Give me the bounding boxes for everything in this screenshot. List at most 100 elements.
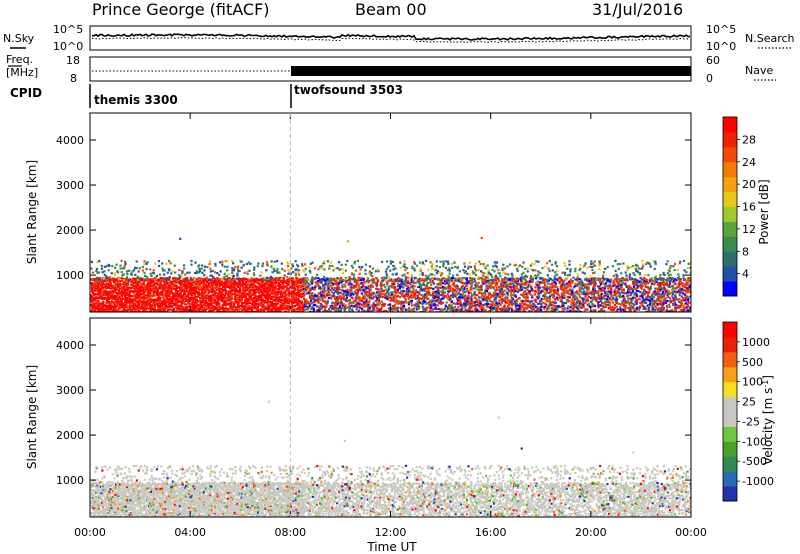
data-cell (506, 284, 509, 287)
data-cell (217, 298, 221, 301)
data-cell (336, 302, 340, 305)
data-cell (286, 304, 289, 307)
data-cell (397, 282, 400, 285)
data-cell (417, 304, 420, 307)
data-cell (410, 299, 413, 302)
data-cell (571, 309, 575, 312)
data-cell (503, 309, 507, 312)
data-cell (275, 309, 278, 312)
data-cell (488, 291, 491, 294)
data-cell (337, 284, 340, 287)
data-cell (250, 306, 254, 309)
data-cell (621, 303, 624, 306)
data-cell (386, 289, 390, 292)
data-cell (431, 299, 434, 303)
data-cell (367, 281, 370, 284)
data-cell (386, 280, 389, 283)
data-cell (419, 297, 422, 300)
data-cell (467, 308, 470, 311)
data-cell (651, 300, 654, 303)
data-cell (423, 297, 426, 300)
data-cell (554, 284, 557, 287)
data-cell (248, 284, 252, 287)
data-cell (103, 296, 106, 299)
data-cell (499, 283, 502, 286)
data-cell (207, 289, 211, 292)
data-cell (568, 285, 571, 288)
data-cell (293, 287, 296, 290)
data-cell (171, 277, 175, 280)
data-cell (199, 299, 202, 303)
data-cell (510, 302, 514, 306)
data-cell (166, 281, 169, 285)
data-cell (666, 291, 669, 294)
data-cell (663, 286, 666, 289)
data-cell (341, 288, 344, 292)
data-cell (650, 277, 653, 280)
data-cell (121, 310, 124, 312)
data-cell (172, 309, 176, 312)
data-cell (135, 304, 138, 307)
data-cell (429, 304, 433, 307)
data-cell (537, 287, 541, 291)
data-cell (440, 283, 443, 286)
data-cell (627, 294, 630, 297)
data-cell (580, 302, 583, 305)
data-cell (268, 281, 271, 284)
data-cell (281, 302, 284, 305)
data-cell (640, 287, 643, 290)
data-cell (124, 296, 127, 300)
data-cell (409, 282, 412, 285)
data-cell (418, 306, 421, 309)
data-cell (577, 292, 580, 295)
data-cell (302, 277, 305, 280)
data-cell (431, 294, 434, 297)
data-cell (203, 297, 207, 300)
data-cell (159, 281, 162, 284)
data-cell (106, 292, 110, 295)
freq-left-tick-bottom: 8 (70, 72, 77, 85)
data-cell (601, 286, 604, 289)
data-cell (634, 309, 637, 312)
data-cell (115, 283, 118, 287)
data-cell (410, 294, 413, 297)
data-cell (361, 289, 364, 292)
data-cell (407, 300, 411, 304)
data-cell (407, 306, 411, 310)
data-cell (493, 293, 496, 296)
data-cell (223, 299, 227, 303)
data-cell (470, 294, 474, 297)
data-cell (348, 302, 351, 305)
data-cell (234, 301, 238, 304)
data-cell (613, 298, 616, 301)
data-cell (568, 296, 571, 299)
data-cell (225, 281, 228, 284)
data-cell (362, 277, 365, 280)
data-cell (643, 279, 646, 283)
data-cell (254, 279, 258, 282)
data-cell (187, 302, 191, 305)
data-cell (99, 308, 102, 311)
data-cell (691, 290, 693, 292)
data-cell (442, 281, 445, 285)
data-cell (96, 284, 100, 287)
data-cell (158, 286, 161, 289)
data-cell (684, 299, 687, 302)
data-cell (274, 282, 278, 285)
data-cell (692, 280, 694, 282)
data-cell (389, 296, 393, 300)
data-cell (330, 287, 334, 290)
freq-right-tick-bottom: 0 (706, 72, 713, 85)
data-cell (227, 297, 231, 300)
data-cell (547, 296, 550, 299)
data-cell (272, 282, 276, 285)
data-cell (153, 310, 156, 312)
data-cell (477, 285, 481, 289)
data-cell (490, 294, 493, 297)
data-cell (578, 306, 581, 309)
data-cell (125, 291, 128, 294)
data-cell (118, 310, 121, 312)
data-cell (283, 303, 287, 307)
data-cell (680, 299, 683, 302)
data-cell (425, 293, 429, 296)
